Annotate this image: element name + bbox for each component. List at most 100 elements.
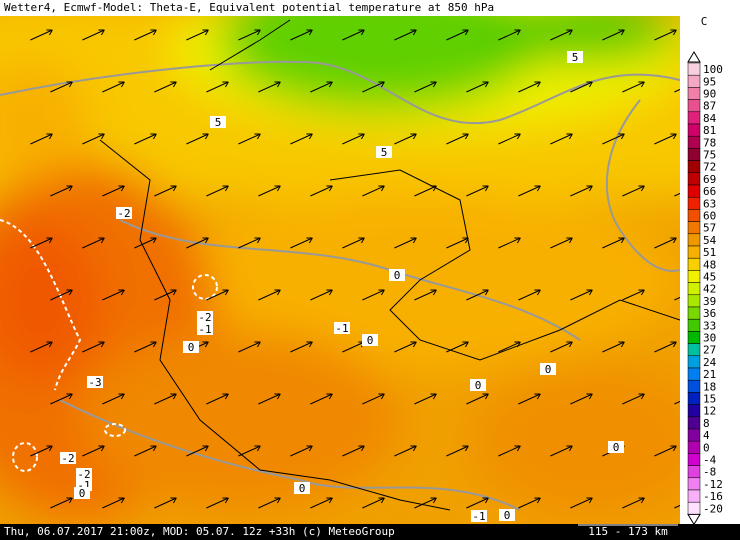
wind-arrow [342, 237, 365, 249]
legend-swatch [687, 99, 701, 113]
wind-arrow [414, 497, 437, 509]
wind-arrow [674, 504, 680, 509]
legend-label: 18 [703, 380, 716, 393]
contour-label-box [87, 376, 103, 388]
contour-label: -3 [88, 376, 101, 389]
wind-arrow [134, 237, 157, 249]
legend-swatch [687, 196, 701, 210]
legend-label: 63 [703, 197, 716, 210]
wind-arrow [258, 81, 281, 93]
legend-label: 42 [703, 283, 716, 296]
wind-arrow [310, 81, 333, 93]
wind-arrow [550, 133, 573, 145]
wind-arrow [258, 185, 281, 197]
wind-arrow [466, 81, 489, 93]
wind-arrow [154, 289, 177, 301]
wind-arrow [622, 497, 645, 509]
contour-label: 0 [475, 379, 482, 392]
wind-arrow [550, 29, 573, 41]
scale-text: 115 - 173 km [588, 525, 668, 538]
legend-swatch [687, 465, 701, 479]
legend-swatch [687, 355, 701, 369]
wind-arrow [134, 341, 157, 353]
wind-arrow [238, 29, 261, 41]
wind-arrow [238, 133, 261, 145]
contour-label: 5 [572, 51, 579, 64]
legend-swatch [687, 160, 701, 174]
wind-arrow [102, 289, 125, 301]
legend-swatch [687, 331, 701, 344]
contour-label-box [540, 363, 556, 375]
wind-arrow [394, 29, 417, 41]
wind-arrow [674, 192, 680, 197]
wind-arrow [102, 81, 125, 93]
wind-arrow [238, 237, 261, 249]
contour-label-box [567, 51, 583, 63]
contour-label-box [608, 441, 624, 453]
legend-label: 69 [703, 173, 716, 186]
wind-arrow [206, 185, 229, 197]
title-bar [0, 0, 740, 16]
wind-arrow [518, 185, 541, 197]
wind-arrow [446, 341, 469, 353]
wind-arrow [310, 393, 333, 405]
wind-arrow [206, 289, 229, 301]
wind-arrow [50, 81, 73, 93]
wind-arrow [310, 185, 333, 197]
legend-label: 21 [703, 368, 716, 381]
legend-label: 54 [703, 234, 717, 247]
wind-arrow [30, 341, 53, 353]
legend-swatch [687, 282, 701, 296]
wind-arrow [290, 237, 313, 249]
wind-arrow [82, 237, 105, 249]
wind-arrow [82, 341, 105, 353]
wind-arrow [550, 237, 573, 249]
wind-arrow [446, 237, 469, 249]
wind-arrow [342, 445, 365, 457]
legend-swatch [687, 343, 701, 357]
wind-arrow [654, 29, 677, 41]
legend-label: 4 [703, 429, 710, 442]
legend-swatch [687, 440, 701, 454]
wind-arrow [50, 289, 73, 301]
legend-swatch [687, 123, 701, 137]
legend-label: 90 [703, 88, 716, 101]
wind-arrow [466, 497, 489, 509]
contour-label: 0 [613, 441, 620, 454]
wind-arrow [238, 445, 261, 457]
wind-arrow [30, 133, 53, 145]
wind-arrow [102, 185, 125, 197]
wind-arrow [206, 393, 229, 405]
wind-arrow [362, 185, 385, 197]
footer-bar [0, 524, 740, 540]
wind-arrow [602, 237, 625, 249]
legend-swatch [687, 404, 701, 418]
wind-arrow [622, 81, 645, 93]
legend-label: 78 [703, 136, 716, 149]
wind-arrow [570, 81, 593, 93]
wind-arrow [154, 497, 177, 509]
wind-arrow [654, 445, 677, 457]
wind-arrow [154, 81, 177, 93]
contour-label-box [197, 311, 213, 323]
wind-arrow [258, 497, 281, 509]
contour-label-box [74, 487, 90, 499]
legend-label: -8 [703, 466, 716, 479]
legend-label: 0 [703, 441, 710, 454]
legend-swatch [687, 87, 701, 100]
wind-arrow [518, 393, 541, 405]
legend-swatch [687, 148, 701, 161]
wind-arrow [186, 237, 209, 249]
legend-swatch [687, 379, 701, 393]
wind-arrow [674, 296, 680, 301]
wind-arrow [394, 341, 417, 353]
legend-swatch [687, 416, 701, 430]
wind-arrow [570, 393, 593, 405]
wind-arrow [30, 237, 53, 249]
contour-label: -2 [77, 468, 90, 481]
wind-arrow [362, 497, 385, 509]
legend-swatch [687, 74, 701, 88]
wind-arrow [82, 29, 105, 41]
contour-label: -1 [472, 510, 485, 523]
wind-arrow [446, 445, 469, 457]
